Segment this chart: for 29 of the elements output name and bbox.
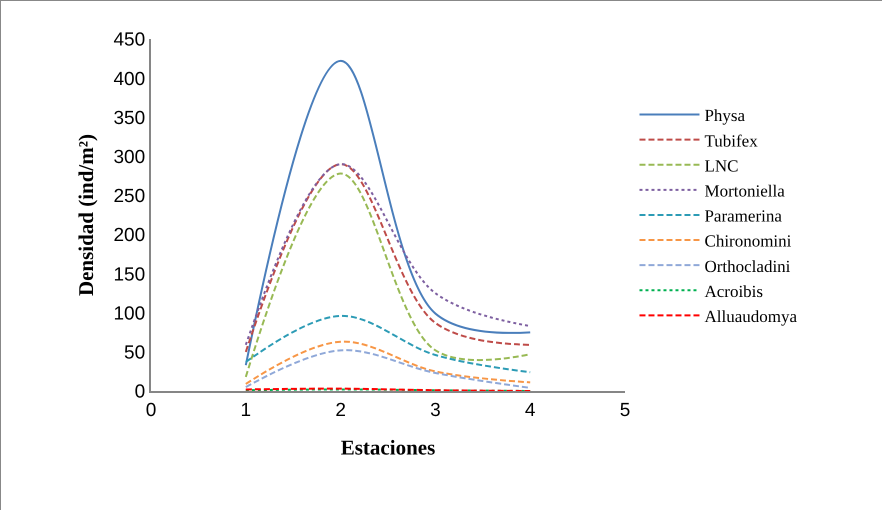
- y-tick-label: 250: [113, 186, 146, 208]
- y-tick-label: 200: [113, 225, 146, 246]
- legend-label: LNC: [704, 156, 738, 176]
- legend-label: Physa: [704, 106, 746, 126]
- y-tick-label: 450: [113, 30, 146, 51]
- x-tick-label: 5: [620, 400, 630, 421]
- x-tick-label: 2: [335, 400, 346, 421]
- line-series: [244, 60, 532, 366]
- y-tick-label: 350: [113, 108, 146, 129]
- line-series: [244, 340, 532, 385]
- legend-label: Tubifex: [704, 131, 758, 150]
- x-tick-label: 4: [524, 400, 536, 421]
- y-tick-label: 50: [124, 342, 146, 364]
- y-axis-title: Densidad (ind/m²): [74, 134, 98, 296]
- legend-label: Acroibis: [704, 282, 764, 301]
- x-axis-title: Estaciones: [340, 436, 436, 460]
- line-series: [244, 314, 532, 374]
- y-tick-label: 300: [113, 146, 146, 168]
- y-tick-label: 400: [113, 68, 146, 90]
- y-tick-label: 0: [134, 382, 146, 403]
- legend-label: Alluaudomya: [704, 306, 798, 326]
- legend-label: Paramerina: [704, 206, 782, 226]
- legend-label: Orthocladini: [704, 256, 791, 276]
- y-tick-label: 100: [113, 303, 146, 324]
- legend-label: Chironomini: [704, 232, 792, 251]
- legend-label: Mortoniella: [704, 181, 786, 200]
- x-tick-label: 1: [240, 400, 252, 421]
- y-tick-label: 150: [113, 264, 146, 286]
- x-tick-label: 3: [430, 400, 441, 421]
